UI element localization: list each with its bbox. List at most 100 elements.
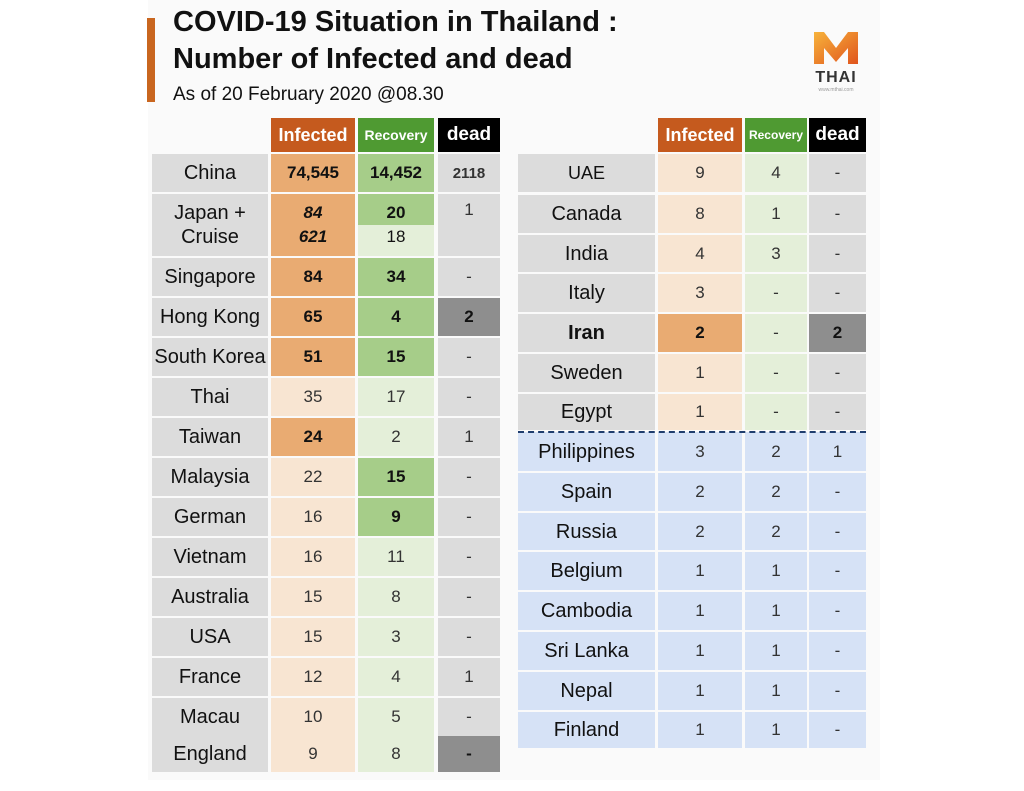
dead-cell: 1 bbox=[809, 432, 866, 471]
recovery-cell: 2 bbox=[358, 418, 434, 456]
country-name: Australia bbox=[152, 578, 268, 616]
dead-cell: - bbox=[809, 235, 866, 272]
recovery-cell: 2 bbox=[745, 473, 807, 511]
infected-cell: 1 bbox=[658, 712, 742, 748]
infected-cell: 3 bbox=[658, 274, 742, 312]
country-name: Iran bbox=[518, 314, 655, 352]
recovery-cell: 9 bbox=[358, 498, 434, 536]
dead-cell: - bbox=[809, 354, 866, 392]
country-name: Macau bbox=[152, 698, 268, 736]
infected-cell: 12 bbox=[271, 658, 355, 696]
country-name: Egypt bbox=[518, 394, 655, 430]
recovery-cell: 1 bbox=[745, 672, 807, 710]
dead-cell: - bbox=[809, 712, 866, 748]
m-logo-icon bbox=[814, 32, 858, 64]
dead-cell: - bbox=[809, 513, 866, 550]
infected-cell: 10 bbox=[271, 698, 355, 736]
infected-cell: 1 bbox=[658, 552, 742, 590]
subtitle: As of 20 February 2020 @08.30 bbox=[173, 84, 444, 105]
recovery-cell: - bbox=[745, 394, 807, 430]
recovery-cell: 4 bbox=[745, 154, 807, 192]
country-name: South Korea bbox=[152, 338, 268, 376]
infected-cell: 9 bbox=[271, 736, 355, 772]
country-name: German bbox=[152, 498, 268, 536]
infected-cell: 16 bbox=[271, 538, 355, 576]
country-name: China bbox=[152, 154, 268, 192]
logo-tagline: www.mthai.com bbox=[818, 87, 854, 93]
recovery-cell: 4 bbox=[358, 298, 434, 336]
dead-cell: 1 bbox=[438, 194, 500, 256]
infected-cell: 3 bbox=[658, 432, 742, 471]
infected-cell-line-2: 621 bbox=[298, 227, 328, 246]
country-name: Philippines bbox=[518, 432, 655, 471]
dead-cell: - bbox=[438, 338, 500, 376]
recovery-cell: 5 bbox=[358, 698, 434, 736]
dead-cell: 2118 bbox=[438, 154, 500, 192]
recovery-cell: - bbox=[745, 314, 807, 352]
infected-cell: 84 bbox=[271, 258, 355, 296]
recovery-cell: 1 bbox=[745, 632, 807, 670]
country-name: Spain bbox=[518, 473, 655, 511]
infected-cell: 1 bbox=[658, 394, 742, 430]
recovery-cell: - bbox=[745, 354, 807, 392]
infected-cell: 35 bbox=[271, 378, 355, 416]
right-header-infected: Infected bbox=[658, 118, 742, 152]
country-name: Thai bbox=[152, 378, 268, 416]
infected-cell: 15 bbox=[271, 578, 355, 616]
dead-cell: - bbox=[438, 458, 500, 496]
country-name: Sri Lanka bbox=[518, 632, 655, 670]
infected-cell: 74,545 bbox=[271, 154, 355, 192]
infected-cell: 1 bbox=[658, 632, 742, 670]
dead-cell: - bbox=[438, 538, 500, 576]
mthai-logo: THAI www.mthai.com bbox=[810, 30, 862, 93]
recovery-cell: 11 bbox=[358, 538, 434, 576]
recovery-cell: 1 bbox=[745, 552, 807, 590]
country-name: Vietnam bbox=[152, 538, 268, 576]
infected-cell: 24 bbox=[271, 418, 355, 456]
country-name: Nepal bbox=[518, 672, 655, 710]
infected-cell: 8 bbox=[658, 195, 742, 233]
infected-cell: 2 bbox=[658, 314, 742, 352]
dead-cell: 2 bbox=[438, 298, 500, 336]
infected-cell: 1 bbox=[658, 592, 742, 630]
infected-cell-line-1: 84 bbox=[303, 203, 323, 222]
left-header-dead: dead bbox=[438, 118, 500, 152]
dead-cell: - bbox=[809, 672, 866, 710]
left-header-infected: Infected bbox=[271, 118, 355, 152]
dead-cell: - bbox=[809, 473, 866, 511]
infected-cell: 16 bbox=[271, 498, 355, 536]
country-name: Cambodia bbox=[518, 592, 655, 630]
country-name: Sweden bbox=[518, 354, 655, 392]
dead-cell: - bbox=[438, 258, 500, 296]
logo-wordmark: THAI bbox=[815, 69, 857, 86]
infected-cell: 4 bbox=[658, 235, 742, 272]
title-line-2: Number of Infected and dead bbox=[173, 43, 573, 75]
recovery-cell-line-1: 20 bbox=[386, 203, 406, 222]
right-header-recovery: Recovery bbox=[745, 118, 807, 152]
infected-cell: 2 bbox=[658, 473, 742, 511]
recovery-cell: 8 bbox=[358, 736, 434, 772]
recovery-cell: 15 bbox=[358, 338, 434, 376]
infected-cell: 51 bbox=[271, 338, 355, 376]
recovery-cell: 34 bbox=[358, 258, 434, 296]
dead-cell: 1 bbox=[438, 658, 500, 696]
dead-cell: - bbox=[809, 394, 866, 430]
country-name: England bbox=[152, 736, 268, 772]
infected-cell: 84 621 bbox=[271, 194, 355, 256]
dead-cell: - bbox=[809, 592, 866, 630]
recovery-cell-line-2: 18 bbox=[386, 227, 406, 246]
dead-cell: - bbox=[438, 698, 500, 736]
recovery-cell: 3 bbox=[358, 618, 434, 656]
country-name: Finland bbox=[518, 712, 655, 748]
recovery-cell: 20 18 bbox=[358, 194, 434, 256]
country-name: Taiwan bbox=[152, 418, 268, 456]
dead-cell: - bbox=[438, 618, 500, 656]
country-name: Canada bbox=[518, 195, 655, 233]
infected-cell: 2 bbox=[658, 513, 742, 550]
dead-cell: - bbox=[809, 154, 866, 192]
page-title: COVID-19 Situation in Thailand : Number … bbox=[173, 4, 618, 78]
country-name: USA bbox=[152, 618, 268, 656]
dead-cell: - bbox=[438, 378, 500, 416]
infected-cell: 65 bbox=[271, 298, 355, 336]
region-divider-dashed bbox=[518, 431, 866, 433]
